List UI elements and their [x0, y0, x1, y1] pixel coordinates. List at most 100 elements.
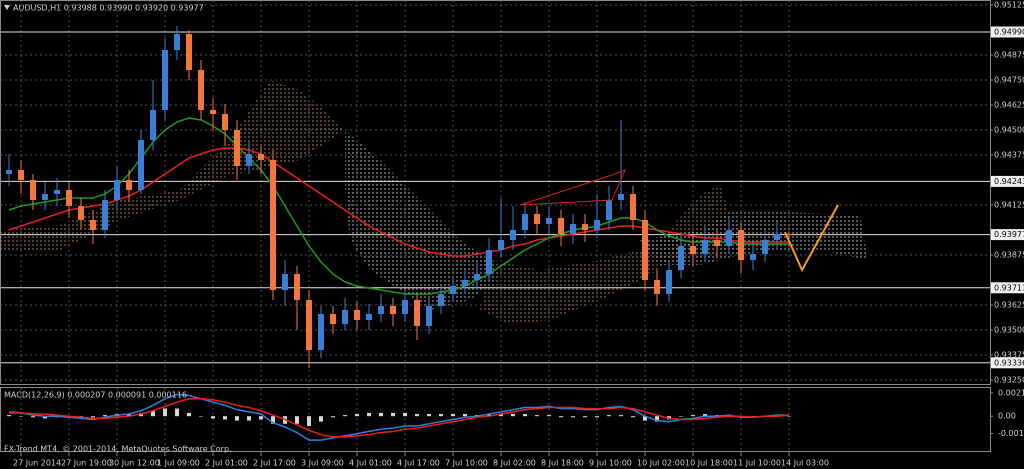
y-tick-label: 0.93500: [994, 326, 1024, 335]
macd-histogram-bar: [547, 415, 551, 417]
candle-body: [6, 170, 12, 174]
candle-body: [114, 180, 120, 200]
x-tick-label: 11 Jul 10:00: [733, 459, 781, 468]
macd-y-tick-label: -0.0016: [998, 429, 1024, 438]
y-tick-label: 0.93625: [994, 301, 1024, 310]
candle-body: [522, 214, 528, 230]
x-tick-label: 2 Jul 17:00: [253, 459, 296, 468]
candle-body: [498, 240, 504, 250]
candle-body: [42, 194, 48, 200]
candle-body: [318, 314, 324, 350]
macd-histogram-bar: [427, 414, 431, 417]
macd-histogram-bar: [223, 416, 227, 420]
candle-body: [642, 220, 648, 280]
candle-body: [594, 220, 600, 230]
x-tick-label: 27 Jun 2014: [13, 459, 61, 468]
macd-histogram-bar: [559, 416, 563, 418]
candle-body: [462, 280, 468, 286]
macd-histogram-bar: [163, 408, 167, 417]
horizontal-levels: [0, 31, 990, 364]
macd-histogram-bar: [415, 414, 419, 417]
level-label-box: [991, 357, 1024, 369]
candle-body: [306, 300, 312, 350]
x-tick-label: 27 Jun 19:00: [61, 459, 112, 468]
candle-body: [18, 170, 24, 180]
macd-histogram-bar: [511, 414, 515, 417]
macd-histogram-bar: [787, 416, 791, 417]
macd-histogram-bar: [583, 416, 587, 418]
candle-body: [570, 224, 576, 234]
level-label-box: [991, 282, 1024, 294]
candle-body: [666, 270, 672, 294]
candles: [6, 26, 792, 368]
macd-histogram-bar: [331, 416, 335, 418]
macd-histogram-bar: [643, 416, 647, 421]
candle-body: [330, 314, 336, 324]
candle-body: [162, 50, 168, 110]
macd-histogram-bar: [343, 415, 347, 417]
macd-histogram-bar: [247, 416, 251, 421]
macd-histogram-bar: [319, 416, 323, 422]
macd-histogram-bar: [391, 412, 395, 417]
macd-histogram-bar: [175, 408, 179, 417]
candle-body: [138, 140, 144, 190]
projection-zigzag: [784, 204, 839, 273]
macd-histogram-bar: [595, 416, 599, 418]
macd-histogram-bar: [535, 415, 539, 417]
x-tick-label: 14 Jul 03:00: [781, 459, 829, 468]
x-tick-label: 9 Jul 10:00: [589, 459, 632, 468]
candle-body: [618, 194, 624, 200]
y-tick-label: 0.95125: [994, 1, 1024, 10]
x-tick-label: 2 Jul 01:00: [205, 459, 248, 468]
candle-body: [342, 310, 348, 324]
macd-panel: [7, 393, 791, 441]
macd-histogram-bar: [451, 414, 455, 417]
candle-body: [246, 154, 252, 166]
macd-histogram-bar: [403, 412, 407, 417]
candle-body: [690, 246, 696, 254]
candle-body: [414, 300, 420, 326]
candle-body: [366, 314, 372, 320]
y-tick-label: 0.94750: [994, 76, 1024, 85]
candle-body: [510, 230, 516, 240]
level-label: 0.94990: [994, 28, 1024, 37]
macd-histogram-bar: [463, 414, 467, 417]
candle-body: [558, 218, 564, 234]
candle-body: [282, 274, 288, 290]
x-tick-label: 8 Jul 18:00: [541, 459, 584, 468]
macd-histogram-bar: [307, 416, 311, 426]
y-tick-label: 0.94875: [994, 51, 1024, 60]
cloud-area: [480, 185, 730, 325]
candle-body: [630, 194, 636, 220]
candle-body: [426, 306, 432, 326]
candle-body: [150, 110, 156, 140]
macd-histogram-bar: [187, 412, 191, 417]
macd-histogram-bar: [355, 414, 359, 417]
candle-body: [270, 160, 276, 290]
y-tick-label: 0.93375: [994, 351, 1024, 360]
candle-body: [546, 218, 552, 224]
candle-body: [774, 234, 780, 240]
candle-body: [126, 180, 132, 190]
candle-body: [726, 230, 732, 246]
candle-body: [258, 154, 264, 160]
macd-histogram-bar: [295, 416, 299, 424]
macd-y-tick-label: 0.002139: [998, 388, 1024, 397]
candle-body: [102, 200, 108, 230]
candle-body: [66, 190, 72, 206]
candle-body: [90, 220, 96, 230]
ichimoku-cloud: [0, 80, 868, 325]
macd-histogram-bar: [571, 416, 575, 418]
macd-histogram-bar: [439, 414, 443, 417]
macd-histogram-bar: [367, 412, 371, 417]
x-tick-label: 10 Jul 02:00: [637, 459, 685, 468]
candle-body: [450, 286, 456, 294]
candle-body: [714, 240, 720, 246]
candle-body: [486, 250, 492, 274]
candle-body: [678, 246, 684, 270]
y-tick-label: 0.94375: [994, 151, 1024, 160]
macd-title: MACD(12,26,9) 0.000207 0.000091 0.000116: [4, 391, 187, 400]
chart-title: AUDUSD,H1 0.93988 0.93990 0.93920 0.9397…: [13, 4, 204, 13]
candle-body: [30, 180, 36, 200]
level-label: 0.93977: [994, 230, 1024, 239]
